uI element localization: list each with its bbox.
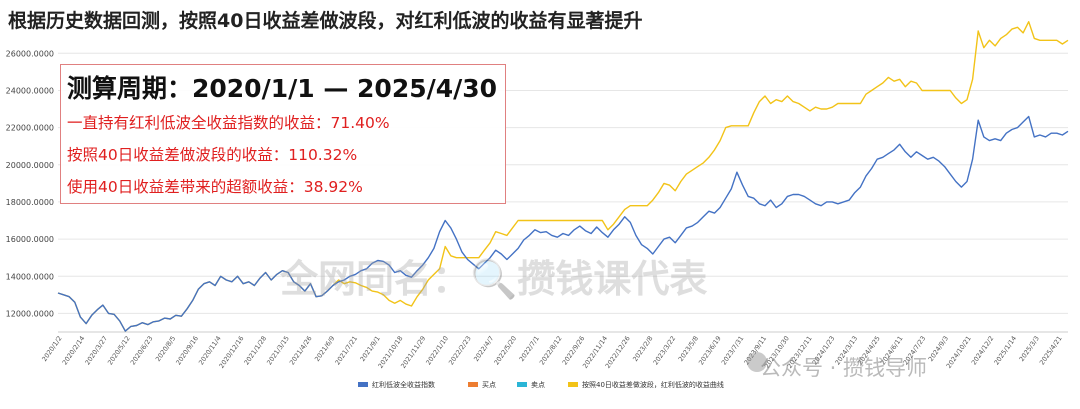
legend: 红利低波全收益指数 买点 卖点 按照40日收益差做波段，红利低波的收益曲线	[358, 380, 724, 389]
legend-label: 卖点	[531, 381, 545, 389]
legend-label: 按照40日收益差做波段，红利低波的收益曲线	[582, 380, 724, 389]
x-tick-label: 2023/2/8	[631, 335, 654, 364]
x-tick-label: 2025/3/3	[1018, 335, 1041, 364]
grid-lines	[58, 52, 1068, 333]
x-tick-label: 2024/9/3	[927, 335, 950, 364]
y-tick-label: 18000.0000	[6, 198, 54, 207]
x-tick-label: 2023/5/8	[677, 335, 700, 364]
x-tick-label: 2022/5/20	[493, 335, 519, 367]
x-tick-label: 2021/4/26	[288, 335, 314, 367]
annotation-line-hold: 一直持有红利低波全收益指数的收益：71.40%	[67, 114, 390, 132]
legend-swatch	[517, 382, 527, 387]
x-tick-label: 2020/1/2	[40, 335, 63, 364]
x-tick-label: 2023/3/22	[652, 335, 678, 367]
x-tick-label: 2025/1/14	[993, 335, 1019, 367]
chart-title: 根据历史数据回测，按照40日收益差做波段，对红利低波的收益有显著提升	[8, 10, 643, 32]
legend-swatch	[568, 382, 578, 387]
annotation-period: 测算周期：2020/1/1 — 2025/4/30	[67, 74, 498, 103]
x-tick-label: 2025/4/21	[1038, 335, 1064, 367]
legend-swatch	[358, 382, 368, 387]
x-tick-label: 2021/9/1	[359, 335, 382, 364]
x-tick-label: 2021/7/21	[333, 335, 359, 367]
legend-label: 红利低波全收益指数	[372, 380, 435, 389]
x-tick-label: 2020/8/5	[154, 335, 177, 364]
legend-label: 买点	[482, 381, 496, 389]
y-tick-label: 16000.0000	[6, 235, 54, 244]
annotation-line-strategy: 按照40日收益差做波段的收益：110.32%	[67, 146, 358, 164]
x-tick-label: 2022/4/7	[472, 335, 495, 364]
y-tick-label: 26000.0000	[6, 49, 54, 58]
series-line-index	[57, 115, 1069, 332]
x-tick-label: 2022/2/23	[447, 335, 473, 367]
y-axis-ticks: 12000.0000 14000.0000 16000.0000 18000.0000…	[6, 49, 54, 318]
x-tick-label: 2021/6/9	[313, 335, 336, 364]
x-tick-label: 2022/7/1	[518, 335, 541, 364]
y-tick-label: 14000.0000	[6, 272, 54, 281]
y-tick-label: 22000.0000	[6, 124, 54, 133]
watermark-center: 全网同名：🔍攒钱课代表	[280, 257, 708, 301]
watermark-corner: 公众号 · 攒钱导师	[760, 356, 928, 380]
annotation-box: 测算周期：2020/1/1 — 2025/4/30 一直持有红利低波全收益指数的…	[60, 64, 506, 204]
y-tick-label: 12000.0000	[6, 309, 54, 318]
annotation-line-excess: 使用40日收益差带来的超额收益：38.92%	[67, 178, 363, 196]
legend-swatch	[468, 382, 478, 387]
series-lines	[57, 21, 1069, 332]
wechat-icon	[747, 352, 767, 372]
y-tick-label: 20000.0000	[6, 161, 54, 170]
x-tick-label: 2020/6/23	[129, 335, 155, 367]
y-tick-label: 24000.0000	[6, 86, 54, 95]
